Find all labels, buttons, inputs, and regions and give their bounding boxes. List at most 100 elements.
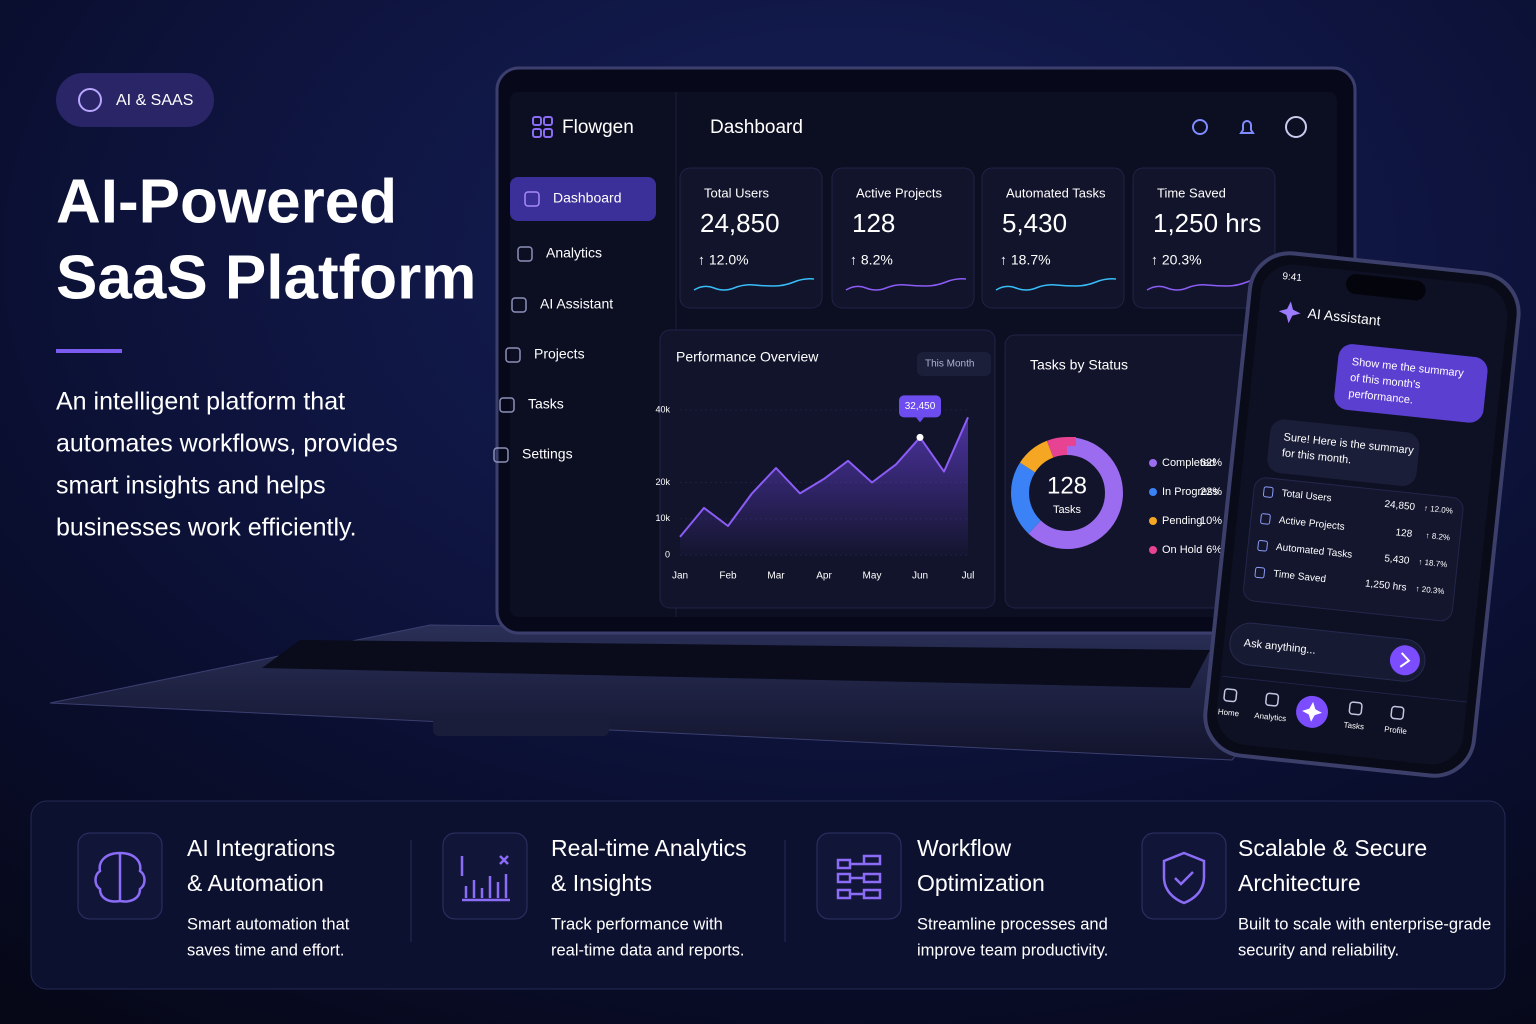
send-icon — [1399, 652, 1411, 668]
summary-card — [1243, 477, 1464, 622]
brand: Flowgen — [562, 117, 634, 138]
stat-change: ↑ 12.0% — [698, 252, 749, 268]
callout — [899, 395, 941, 418]
sparkline — [995, 278, 1117, 291]
shape — [1162, 851, 1206, 905]
nav-item[interactable]: Projects — [534, 346, 585, 362]
stat-cards: Total Users 24,850 ↑ 12.0% Active Projects 1… — [679, 167, 1276, 309]
profile-icon[interactable] — [1285, 116, 1307, 138]
stat-change: ↑ 20.3% — [1151, 252, 1202, 268]
feature-title: Real-time Analytics — [551, 835, 747, 861]
card-title: Performance Overview — [676, 349, 819, 365]
y-tick-label: 40k — [655, 404, 670, 414]
donut-caption: Tasks — [1053, 504, 1082, 516]
sparkle-icon — [1278, 301, 1301, 324]
tab-divider — [1222, 675, 1467, 703]
shape — [532, 116, 542, 126]
stat-change: ↑ 8.2% — [850, 252, 893, 268]
nav-item[interactable]: AI Assistant — [540, 296, 613, 312]
feature-title: Scalable & Secure — [1238, 835, 1427, 861]
nav-item[interactable]: Analytics — [546, 245, 602, 261]
keyboard — [262, 640, 1210, 688]
sparkline — [693, 278, 815, 291]
chat-input[interactable] — [1228, 621, 1427, 683]
donut-total: 128 — [1047, 472, 1087, 499]
callout-tip — [916, 417, 924, 423]
sparkline — [845, 278, 967, 291]
stat-value: 5,430 — [1002, 208, 1067, 238]
sidebar-nav: Dashboard Analytics AI Assistant Projects Ta… — [493, 190, 622, 463]
tab-icon[interactable] — [1223, 688, 1238, 703]
y-tick-label: 20k — [655, 477, 670, 487]
shape — [460, 855, 510, 902]
nav-item[interactable]: Dashboard — [553, 190, 622, 206]
x-tick-label: Feb — [719, 571, 737, 582]
nav-icon — [511, 297, 527, 313]
area — [680, 417, 968, 555]
nav-item[interactable]: Tasks — [528, 396, 564, 412]
phone-title: AI Assistant — [1307, 305, 1382, 329]
value-label: 62% — [1200, 457, 1222, 469]
nav-item[interactable]: Settings — [522, 446, 573, 462]
feature-description: real-time data and reports. — [551, 941, 745, 959]
notch — [1345, 274, 1426, 301]
point — [916, 433, 924, 441]
data-label: 32,450 — [905, 401, 936, 412]
nav-icon — [517, 246, 533, 262]
tab-icon[interactable] — [1348, 701, 1363, 716]
shape — [543, 116, 553, 126]
feature-description: saves time and effort. — [187, 941, 344, 959]
nav-icon — [524, 191, 540, 207]
x-tick-label: May — [863, 571, 882, 582]
legend-dot — [1149, 459, 1157, 467]
feature-description: security and reliability. — [1238, 941, 1399, 959]
tab-icon[interactable] — [1390, 705, 1405, 720]
nav-icon — [499, 397, 515, 413]
donut-segment — [1011, 437, 1123, 549]
filter[interactable] — [917, 352, 991, 376]
feature-title: Optimization — [917, 870, 1045, 896]
send-button[interactable] — [1388, 644, 1421, 677]
x-tick-label: Jan — [672, 571, 688, 582]
feature-description: Smart automation that — [187, 915, 350, 933]
user-bubble — [1334, 344, 1488, 423]
search-icon[interactable] — [1192, 119, 1208, 135]
stat-card — [679, 167, 823, 309]
hero-title: AI-Powered — [56, 167, 397, 236]
tasks-card — [1004, 334, 1256, 609]
stat-value: 24,850 — [700, 208, 780, 238]
summary-icon — [1257, 540, 1268, 552]
nav-icon — [493, 447, 509, 463]
stat-label: Total Users — [704, 185, 770, 200]
stat-change: ↑ 18.7% — [1000, 252, 1051, 268]
stat-card — [981, 167, 1125, 309]
tab-label: Tasks — [1343, 720, 1364, 731]
feature-title: Architecture — [1238, 870, 1361, 896]
summary-change: ↑ 20.3% — [1415, 584, 1445, 596]
summary-icon — [1262, 486, 1274, 498]
value-label: 6% — [1206, 544, 1222, 556]
shape — [442, 832, 528, 920]
value-label: 22% — [1200, 486, 1222, 498]
nav-active — [510, 177, 656, 221]
features-panel — [30, 800, 1506, 990]
charts: 0 10k 20k 40k Jan Feb Mar Apr May Jun Jul 32,450 Com… — [655, 395, 1222, 582]
sparkline — [1146, 278, 1268, 291]
summary-value: 1,250 hrs — [1364, 578, 1407, 593]
stat-label: Automated Tasks — [1006, 185, 1106, 200]
trackpad — [433, 716, 609, 736]
tab-icon[interactable] — [1265, 692, 1280, 707]
stat-value: 128 — [852, 208, 895, 238]
shape — [816, 832, 902, 920]
shape — [543, 128, 553, 138]
summary-value: 24,850 — [1384, 499, 1416, 513]
nav-icon — [505, 347, 521, 363]
summary-icon — [1260, 513, 1271, 525]
shape — [836, 854, 882, 900]
hero-description-line: automates workflows, provides — [56, 430, 398, 458]
feature-description: improve team productivity. — [917, 941, 1108, 959]
feature-title: Workflow — [917, 835, 1012, 861]
phone-time: 9:41 — [1282, 271, 1303, 284]
summary-change: ↑ 12.0% — [1424, 504, 1454, 516]
bell-icon[interactable] — [1239, 120, 1255, 134]
